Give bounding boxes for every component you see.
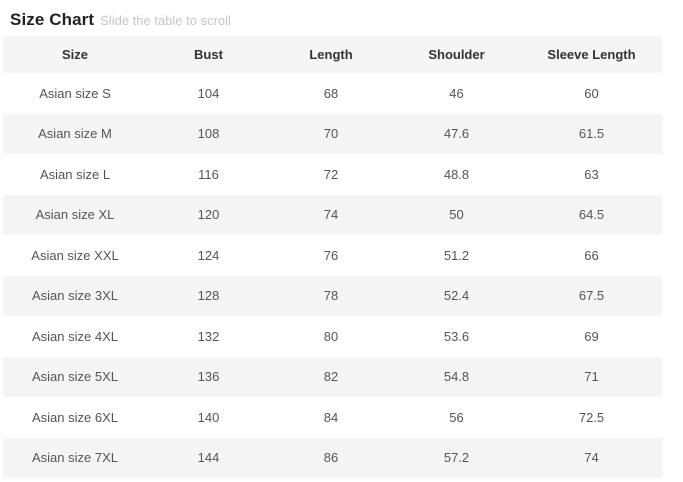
- size-name-cell: Asian size S: [39, 85, 111, 101]
- table-row: Asian size XL 120 74 50 64.5: [3, 194, 662, 235]
- measurement-cell: 60: [584, 85, 599, 101]
- table-row: Asian size 3XL 128 78 52.4 67.5: [3, 275, 662, 316]
- measurement-cell: 128: [197, 288, 220, 304]
- column-header-length: Length: [309, 47, 353, 62]
- table-row: Asian size L 116 72 48.8 63: [3, 154, 662, 195]
- size-name-cell: Asian size 4XL: [32, 328, 118, 344]
- measurement-cell: 66: [584, 247, 599, 263]
- measurement-cell: 76: [323, 247, 339, 263]
- table-row: Asian size 6XL 140 84 56 72.5: [3, 397, 662, 438]
- size-name-cell: Asian size L: [39, 166, 111, 182]
- column-header-bust: Bust: [194, 47, 223, 62]
- size-table[interactable]: Size Bust Length Shoulder Sleeve Length Asia…: [3, 36, 662, 478]
- measurement-cell: 116: [198, 166, 219, 182]
- size-name-cell: Asian size 3XL: [32, 288, 118, 304]
- table-header-row: Size Bust Length Shoulder Sleeve Length: [3, 36, 662, 73]
- measurement-cell: 80: [323, 328, 339, 344]
- measurement-cell: 108: [197, 126, 220, 142]
- measurement-cell: 51.2: [443, 247, 470, 263]
- measurement-cell: 48.8: [443, 166, 470, 182]
- table-row: Asian size 5XL 136 82 54.8 71: [3, 356, 662, 397]
- size-name-cell: Asian size 6XL: [32, 409, 118, 425]
- table-row: Asian size S 104 68 46 60: [3, 73, 662, 114]
- table-row: Asian size M 108 70 47.6 61.5: [3, 113, 662, 154]
- measurement-cell: 136: [197, 369, 220, 385]
- measurement-cell: 46: [449, 85, 464, 101]
- size-name-cell: Asian size 7XL: [32, 450, 118, 466]
- measurement-cell: 47.6: [443, 126, 470, 142]
- table-body: Asian size S 104 68 46 60 Asian size M 108 70 47…: [3, 73, 662, 478]
- measurement-cell: 124: [197, 247, 220, 263]
- size-name-cell: Asian size XL: [35, 207, 115, 223]
- measurement-cell: 63: [584, 166, 599, 182]
- measurement-cell: 132: [197, 328, 220, 344]
- measurement-cell: 67.5: [578, 288, 605, 304]
- measurement-cell: 57.2: [443, 450, 470, 466]
- measurement-cell: 54.8: [443, 369, 470, 385]
- table-row: Asian size 4XL 132 80 53.6 69: [3, 316, 662, 357]
- measurement-cell: 144: [197, 450, 220, 466]
- measurement-cell: 78: [323, 288, 339, 304]
- measurement-cell: 82: [323, 369, 339, 385]
- column-header-sleeve-length: Sleeve Length: [547, 47, 636, 62]
- size-name-cell: Asian size M: [38, 126, 112, 142]
- measurement-cell: 120: [197, 207, 220, 223]
- measurement-cell: 61.5: [578, 126, 605, 142]
- size-name-cell: Asian size 5XL: [32, 369, 118, 385]
- measurement-cell: 64.5: [578, 207, 605, 223]
- table-row: Asian size 7XL 144 86 57.2 74: [3, 437, 662, 478]
- measurement-cell: 72.5: [578, 409, 605, 425]
- measurement-cell: 104: [197, 85, 220, 101]
- measurement-cell: 86: [323, 450, 339, 466]
- measurement-cell: 70: [323, 126, 339, 142]
- measurement-cell: 71: [584, 369, 599, 385]
- measurement-cell: 74: [584, 450, 599, 466]
- measurement-cell: 74: [323, 207, 339, 223]
- column-header-size: Size: [61, 47, 88, 62]
- measurement-cell: 140: [197, 409, 220, 425]
- measurement-cell: 68: [323, 85, 339, 101]
- scroll-hint-text: Slide the table to scroll: [100, 13, 231, 28]
- measurement-cell: 52.4: [443, 288, 470, 304]
- measurement-cell: 50: [449, 207, 464, 223]
- table-row: Asian size XXL 124 76 51.2 66: [3, 235, 662, 276]
- measurement-cell: 69: [584, 328, 599, 344]
- column-header-shoulder: Shoulder: [428, 47, 485, 62]
- size-name-cell: Asian size XXL: [31, 247, 119, 263]
- measurement-cell: 72: [323, 166, 339, 182]
- size-chart-title-bar: Size Chart Slide the table to scroll: [0, 0, 683, 36]
- measurement-cell: 84: [323, 409, 339, 425]
- size-chart-title: Size Chart: [10, 10, 95, 29]
- measurement-cell: 53.6: [443, 328, 470, 344]
- measurement-cell: 56: [449, 409, 464, 425]
